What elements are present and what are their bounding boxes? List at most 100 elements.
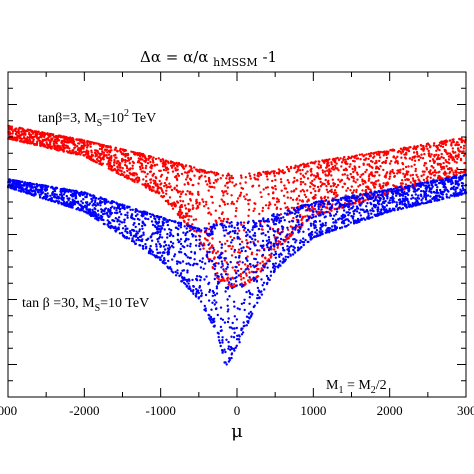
- data-point: [312, 161, 316, 164]
- data-point: [274, 188, 277, 191]
- data-point: [425, 142, 429, 146]
- data-point: [352, 210, 355, 213]
- data-point: [121, 167, 124, 170]
- data-point: [214, 272, 217, 276]
- data-point: [454, 190, 457, 194]
- data-point: [208, 288, 212, 292]
- data-point: [176, 200, 179, 203]
- data-point: [254, 271, 258, 274]
- data-point: [242, 246, 245, 249]
- data-point: [157, 240, 160, 243]
- data-point: [20, 130, 23, 133]
- data-point: [266, 230, 270, 233]
- data-point: [127, 156, 130, 160]
- data-point: [19, 127, 23, 130]
- data-point: [211, 301, 214, 304]
- data-point: [457, 171, 461, 174]
- data-point: [114, 146, 118, 150]
- data-point: [297, 219, 300, 222]
- data-point: [177, 174, 181, 177]
- data-point: [158, 216, 161, 219]
- data-point: [204, 203, 208, 206]
- data-point: [128, 168, 132, 171]
- data-point: [309, 174, 313, 177]
- data-point: [160, 236, 164, 239]
- data-point: [230, 241, 233, 244]
- data-point: [144, 166, 147, 170]
- data-point: [191, 278, 194, 282]
- data-point: [216, 280, 220, 283]
- data-point: [272, 244, 275, 247]
- data-point: [246, 265, 249, 268]
- data-point: [316, 185, 320, 189]
- data-point: [195, 287, 198, 291]
- data-point: [296, 202, 300, 205]
- data-point: [83, 142, 86, 146]
- data-point: [198, 285, 202, 288]
- data-point: [427, 143, 431, 146]
- data-point: [11, 138, 14, 141]
- data-point: [294, 228, 297, 231]
- data-point: [209, 225, 212, 229]
- data-point: [154, 157, 158, 161]
- data-point: [342, 209, 346, 212]
- data-point: [247, 316, 250, 319]
- data-point: [142, 233, 145, 236]
- data-point: [207, 207, 210, 210]
- data-point: [31, 140, 34, 144]
- data-point: [335, 221, 338, 224]
- data-point: [220, 246, 223, 249]
- data-point: [89, 145, 92, 148]
- data-point: [432, 159, 435, 162]
- data-point: [381, 151, 384, 154]
- data-point: [37, 136, 41, 139]
- data-point: [50, 185, 54, 189]
- data-point: [155, 248, 159, 251]
- data-point: [142, 170, 145, 173]
- data-point: [306, 200, 309, 203]
- data-point: [401, 188, 404, 192]
- data-point: [199, 248, 202, 251]
- data-point: [455, 161, 458, 164]
- data-point: [461, 177, 464, 180]
- data-point: [170, 244, 174, 248]
- data-point: [392, 155, 395, 158]
- data-point: [443, 140, 447, 143]
- data-point: [233, 283, 236, 286]
- data-point: [447, 152, 450, 155]
- data-point: [35, 142, 39, 145]
- data-point: [240, 327, 243, 330]
- data-point: [75, 207, 79, 211]
- data-point: [228, 357, 231, 360]
- data-point: [187, 262, 190, 265]
- data-point: [323, 182, 326, 186]
- data-point: [237, 274, 240, 277]
- data-point: [244, 181, 247, 184]
- data-point: [68, 138, 72, 142]
- data-point: [22, 184, 26, 187]
- data-point: [425, 168, 428, 171]
- data-point: [376, 199, 379, 202]
- data-point: [332, 221, 335, 224]
- data-point: [282, 194, 286, 197]
- data-point: [376, 208, 379, 211]
- data-point: [350, 185, 353, 188]
- data-point: [224, 273, 228, 276]
- data-point: [218, 341, 222, 344]
- data-point: [186, 222, 189, 225]
- data-point: [185, 262, 188, 265]
- data-point: [239, 221, 243, 224]
- data-point: [421, 197, 424, 200]
- data-point: [221, 174, 224, 177]
- data-point: [420, 202, 423, 205]
- data-point: [437, 154, 440, 157]
- data-point: [265, 175, 269, 178]
- data-point: [165, 199, 168, 203]
- data-point: [186, 256, 190, 259]
- data-point: [239, 283, 242, 286]
- data-point: [437, 174, 440, 178]
- data-point: [445, 172, 448, 175]
- data-point: [113, 207, 116, 210]
- data-point: [189, 225, 193, 228]
- data-point: [439, 195, 442, 199]
